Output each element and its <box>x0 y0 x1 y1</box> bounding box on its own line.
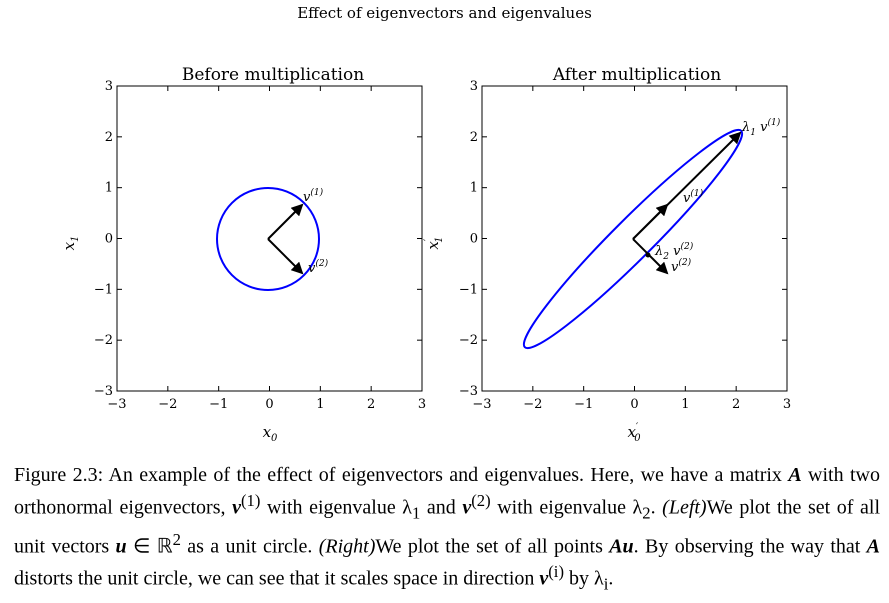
right-ylabel: x′1 <box>423 236 445 249</box>
caption-text-8: ∈ ℝ <box>126 535 173 558</box>
caption-v2: v <box>462 496 472 519</box>
caption-text-14: . <box>608 567 614 590</box>
left-unit-circle <box>216 187 320 291</box>
caption-matrix-A-2: A <box>866 535 881 558</box>
caption-text-12: distorts the unit circle, we can see tha… <box>14 567 540 590</box>
caption-lambdai-sub: i <box>603 574 609 594</box>
x-tick-label: 1 <box>681 397 689 412</box>
left-xlabel: x0 <box>263 423 278 444</box>
left-x-ticks: −3 −2 −1 0 1 2 3 <box>107 86 426 412</box>
y-tick-label: 3 <box>105 79 113 94</box>
right-y-ticks: 3 2 1 0 −1 −2 −3 <box>459 79 787 399</box>
y-tick-label: −1 <box>459 282 478 297</box>
caption-text-9: as a unit circle. <box>180 535 319 558</box>
right-x-ticks: −3 −2 −1 0 1 2 3 <box>472 86 791 412</box>
figure-svg: Before multiplication −3 −2 −1 0 1 2 3 3210−1−… <box>60 65 791 444</box>
y-tick-label: −2 <box>459 333 478 348</box>
right-vector-lambda2-v2-point <box>645 252 651 258</box>
caption-text-1: Figure 2.3: An example of the effect of … <box>14 464 789 486</box>
caption-text-13: by λ <box>564 567 604 590</box>
right-vector-v1 <box>632 203 669 240</box>
left-panel-title: Before multiplication <box>182 65 364 85</box>
figure-caption: Figure 2.3: An example of the effect of … <box>14 462 880 598</box>
y-tick-label: 0 <box>105 232 113 247</box>
x-tick-label: 3 <box>418 397 426 412</box>
caption-v1: v <box>232 496 241 519</box>
caption-lambda1-sub: 1 <box>411 503 421 523</box>
x-tick-label: 3 <box>783 397 791 412</box>
x-tick-label: 1 <box>316 397 324 412</box>
right-panel: After multiplication −3 −2 −1 0 1 2 3 3 2 1 0 −1 −2… <box>423 65 791 444</box>
caption-text-2: with two orthonormal eigenvectors, <box>14 464 881 519</box>
y-tick-label: 3 <box>470 79 478 94</box>
x-tick-label: 0 <box>265 397 273 412</box>
caption-v1-sup: (1) <box>240 491 261 510</box>
caption-text-3: with eigenvalue λ <box>260 496 412 519</box>
left-label-v2: v(2) <box>308 258 329 276</box>
figure-suptitle: Effect of eigenvectors and eigenvalues <box>297 4 592 22</box>
caption-vi-sup: (i) <box>548 562 564 582</box>
caption-text-10: We plot the set of all points <box>375 535 610 558</box>
caption-lambda2-sub: 2 <box>642 503 651 523</box>
right-xlabel: x′ 0 <box>627 422 641 444</box>
y-tick-label: 2 <box>470 130 478 145</box>
x-tick-label: 2 <box>367 397 375 412</box>
caption-text-7: We plot the set of all unit vectors <box>14 496 881 558</box>
x-tick-label: −1 <box>209 397 228 412</box>
y-tick-label: −1 <box>94 282 113 297</box>
x-tick-label: −3 <box>107 397 126 412</box>
y-tick-label: −3 <box>459 384 478 399</box>
caption-text-5: with eigenvalue λ <box>490 496 643 519</box>
y-tick-label: 0 <box>470 232 478 247</box>
caption-Au: Au <box>609 535 634 558</box>
y-tick-label: 1 <box>105 181 113 196</box>
caption-v2-sup: (2) <box>471 491 491 510</box>
caption-text-6: . <box>650 496 663 519</box>
x-tick-label: −2 <box>158 397 177 412</box>
left-ylabel: x1 <box>60 236 81 251</box>
left-y-ticks: 3 2 1 0 −1 −2 −3 <box>94 79 422 399</box>
left-panel: Before multiplication −3 −2 −1 0 1 2 3 3210−1−… <box>60 65 426 444</box>
x-tick-label: −2 <box>523 397 542 412</box>
x-tick-label: 2 <box>732 397 740 412</box>
y-tick-label: −3 <box>94 384 113 399</box>
caption-matrix-A: A <box>788 464 802 486</box>
caption-r2-sup: 2 <box>172 529 181 549</box>
right-panel-title: After multiplication <box>552 65 721 85</box>
left-vector-v2 <box>267 238 304 275</box>
right-label-v2: v(2) <box>671 257 692 275</box>
y-tick-label: −2 <box>94 333 113 348</box>
caption-text-11: . By observing the way that <box>633 535 867 558</box>
left-vector-v1 <box>267 203 304 240</box>
caption-right: (Right) <box>318 535 376 558</box>
y-tick-label: 2 <box>105 130 113 145</box>
caption-u: u <box>115 535 127 558</box>
right-label-lambda1-v1: λ1 v(1) <box>741 117 781 138</box>
caption-left: (Left) <box>662 496 707 519</box>
x-tick-label: −3 <box>472 397 491 412</box>
caption-text-4: and <box>420 496 463 519</box>
caption-vi: v <box>539 567 549 590</box>
x-tick-label: 0 <box>630 397 638 412</box>
x-tick-label: −1 <box>574 397 593 412</box>
y-tick-label: 1 <box>470 181 478 196</box>
left-label-v1: v(1) <box>303 187 324 205</box>
